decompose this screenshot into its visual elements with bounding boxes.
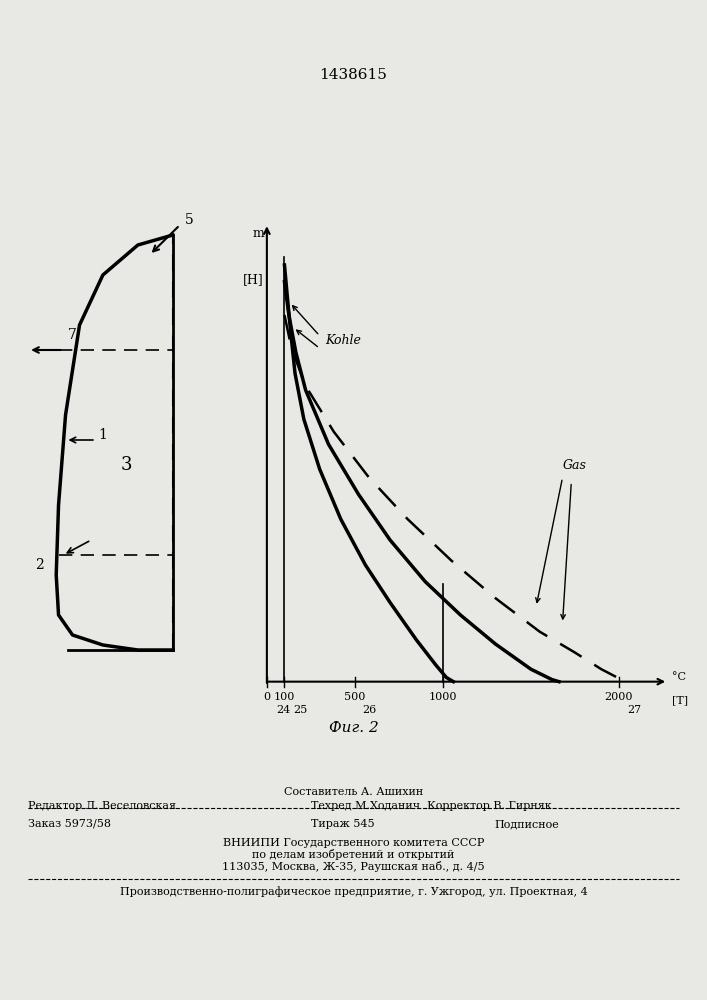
Text: 2: 2 bbox=[35, 558, 45, 572]
Text: 7: 7 bbox=[68, 328, 77, 342]
Text: 113035, Москва, Ж-35, Раушская наб., д. 4/5: 113035, Москва, Ж-35, Раушская наб., д. … bbox=[222, 861, 485, 872]
Text: 500: 500 bbox=[344, 692, 366, 702]
Text: по делам изобретений и открытий: по делам изобретений и открытий bbox=[252, 850, 455, 860]
Text: [H]: [H] bbox=[243, 273, 263, 286]
Text: Заказ 5973/58: Заказ 5973/58 bbox=[28, 819, 111, 829]
Text: Фиг. 2: Фиг. 2 bbox=[329, 721, 378, 735]
Text: 0: 0 bbox=[263, 692, 271, 702]
Text: 26: 26 bbox=[362, 705, 376, 715]
Text: °C: °C bbox=[672, 672, 686, 682]
Text: ВНИИПИ Государственного комитета СССР: ВНИИПИ Государственного комитета СССР bbox=[223, 838, 484, 848]
Text: 1438615: 1438615 bbox=[320, 68, 387, 82]
Text: Производственно-полиграфическое предприятие, г. Ужгород, ул. Проектная, 4: Производственно-полиграфическое предприя… bbox=[119, 887, 588, 897]
Text: m: m bbox=[252, 227, 264, 240]
Text: Редактор Л. Веселовская: Редактор Л. Веселовская bbox=[28, 801, 176, 811]
Text: 27: 27 bbox=[628, 705, 642, 715]
Text: Kohle: Kohle bbox=[325, 334, 361, 347]
Text: [T]: [T] bbox=[672, 695, 688, 705]
Text: 2000: 2000 bbox=[604, 692, 633, 702]
Text: 5: 5 bbox=[185, 213, 193, 227]
Text: 1000: 1000 bbox=[428, 692, 457, 702]
Text: Подписное: Подписное bbox=[495, 819, 560, 829]
Text: 24: 24 bbox=[276, 705, 291, 715]
Text: 100: 100 bbox=[274, 692, 295, 702]
Text: 1: 1 bbox=[98, 428, 107, 442]
Text: Тираж 545: Тираж 545 bbox=[311, 819, 375, 829]
Text: Gas: Gas bbox=[563, 459, 586, 472]
Text: Составитель А. Ашихин: Составитель А. Ашихин bbox=[284, 787, 423, 797]
Text: 25: 25 bbox=[293, 705, 308, 715]
Text: Техред М.Ходанич  Корректор В. Гирняк: Техред М.Ходанич Корректор В. Гирняк bbox=[311, 801, 551, 811]
Text: 3: 3 bbox=[120, 456, 132, 474]
